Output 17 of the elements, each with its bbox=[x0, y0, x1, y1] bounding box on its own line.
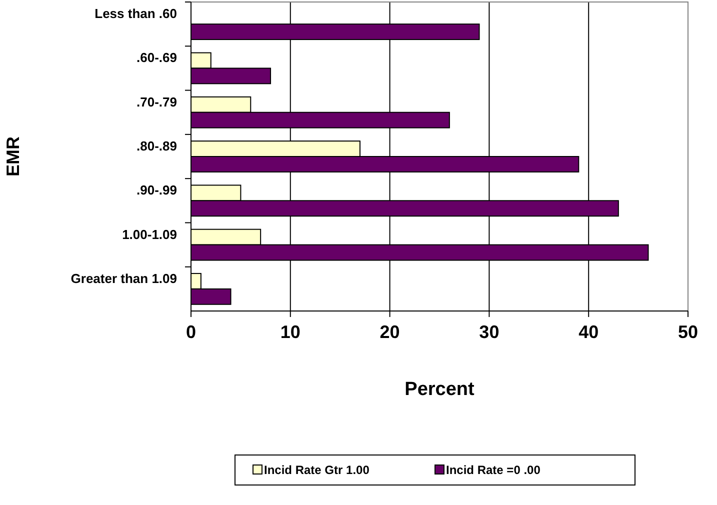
y-tick-label: 1.00-1.09 bbox=[122, 226, 177, 242]
x-tick-label: 10 bbox=[280, 322, 300, 342]
y-tick-label: Less than .60 bbox=[94, 6, 177, 22]
legend-label: Incid Rate Gtr 1.00 bbox=[264, 463, 370, 477]
x-tick-label: 20 bbox=[380, 322, 400, 342]
y-tick-label: .90-.99 bbox=[136, 182, 177, 198]
y-tick-label: Greater than 1.09 bbox=[70, 270, 177, 286]
x-tick-label: 40 bbox=[578, 322, 599, 342]
x-axis-title: Percent bbox=[404, 379, 476, 400]
y-tick-label: .60-.69 bbox=[136, 50, 177, 66]
y-tick-label: .70-.79 bbox=[136, 94, 177, 110]
y-axis-title: EMR bbox=[3, 136, 23, 176]
x-tick-label: 30 bbox=[479, 322, 500, 342]
y-tick-label: .80-.89 bbox=[136, 138, 177, 154]
x-tick-label: 50 bbox=[678, 322, 698, 342]
legend-label: Incid Rate =0 .00 bbox=[446, 463, 541, 477]
x-tick-label: 0 bbox=[186, 322, 196, 342]
